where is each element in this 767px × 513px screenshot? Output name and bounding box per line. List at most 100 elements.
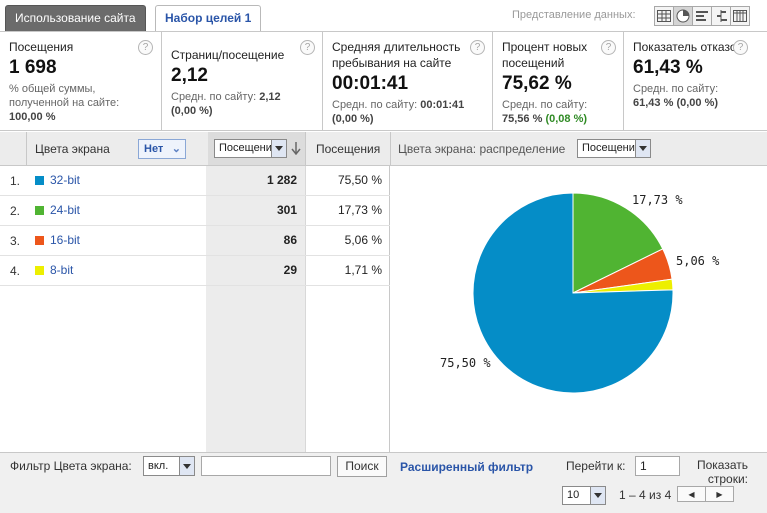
metric-sub-value: 2,12 [259,91,281,103]
metric-delta: (0,00 %) [676,97,719,109]
performance-view-icon[interactable] [692,6,712,26]
column-divider [26,132,27,165]
pie-metric-value: Посещения [582,142,641,154]
sort-column-header: Посещения [208,132,305,165]
row-visits: 86 [206,226,305,255]
prev-page-icon[interactable]: ◀ [677,486,706,502]
metric-avg-time: Средняя длительность пребывания на сайте… [322,32,492,131]
row-link[interactable]: 8-bit [50,263,74,277]
pie-metric-select[interactable]: Посещения [577,139,651,158]
tabs-bar: Использование сайта Набор целей 1 Предст… [0,0,767,32]
pie-header: Цвета экрана: распределение [398,142,566,156]
metric-value: 00:01:41 [332,73,409,94]
metrics-summary: Посещения 1 698 % общей суммы, полученно… [0,32,767,131]
comparison-view-icon[interactable] [711,6,731,26]
pie-data-label: 17,73 % [632,193,683,207]
pie-data-label: 75,50 % [440,356,491,370]
filter-label: Фильтр Цвета экрана: [10,459,132,473]
pie-slice-32-bit[interactable] [472,192,674,394]
metric-sub-value: 75,56 % [502,113,543,125]
metric-sub-label: Средн. по сайту: [502,99,588,111]
tab-goal-set-1[interactable]: Набор целей 1 [155,5,262,31]
help-icon[interactable]: ? [470,40,485,55]
help-icon[interactable]: ? [300,40,315,55]
sort-metric-value: Посещения [219,142,278,154]
chevron-down-icon: ⌄ [171,143,181,155]
metric-label: Посещения [9,40,74,54]
advanced-filter-link[interactable]: Расширенный фильтр [400,460,534,474]
metric-sub: Средн. по сайту: 75,56 % (0,08 %) [502,98,615,126]
tab-site-usage[interactable]: Использование сайта [5,5,146,31]
help-icon[interactable]: ? [733,40,748,55]
color-swatch [35,176,44,185]
view-switcher [654,6,750,26]
metric-value: 75,62 % [502,73,572,94]
sort-metric-select[interactable]: Посещения [214,139,287,158]
filter-input[interactable] [201,456,331,476]
secondary-dimension-button[interactable]: Нет ⌄ [138,139,186,159]
metric-sub-label: Средн. по сайту: [332,99,418,111]
table-row: 1. 32-bit 1 282 75,50 % [0,166,390,196]
row-number: 2. [10,204,21,218]
metric-bounce-rate: Показатель отказов 61,43 % Средн. по сай… [623,32,755,131]
table-header: Цвета экрана Нет ⌄ Посещения Посещения Ц… [0,132,767,166]
metric-label: Средняя длительность пребывания на сайте [332,40,461,70]
sort-column-fill [206,286,305,452]
pie-chart-area: 75,50 % 17,73 % 5,06 % [390,166,767,452]
row-link[interactable]: 32-bit [50,173,81,187]
dropdown-arrow-icon [271,140,286,157]
rows-per-page-select[interactable]: 10 [562,486,606,505]
pie-view-icon[interactable] [673,6,693,26]
metric-sub: Средн. по сайту: 00:01:41 (0,00 %) [332,98,484,126]
pie-data-label: 5,06 % [676,254,720,268]
metric-delta: (0,08 %) [545,113,588,125]
pie-slice-24-bit[interactable] [572,192,664,294]
row-visits: 301 [206,196,305,225]
search-button[interactable]: Поиск [337,456,387,477]
metric-sub-value: 00:01:41 [420,99,465,111]
goto-input[interactable]: 1 [635,456,680,476]
column-divider [390,132,391,165]
help-icon[interactable]: ? [601,40,616,55]
next-page-icon[interactable]: ▶ [705,486,734,502]
pie-chart: 75,50 % 17,73 % 5,06 % [440,192,720,394]
table-view-icon[interactable] [654,6,674,26]
row-link[interactable]: 16-bit [50,233,81,247]
metric-sub: % общей суммы, полученной на сайте: 100,… [9,82,153,124]
row-percent: 5,06 % [344,233,382,247]
metric-sub-label: % общей суммы, полученной на сайте: [9,83,120,109]
row-number: 1. [10,174,21,188]
table-footer: Фильтр Цвета экрана: вкл. Поиск Расширен… [0,452,767,513]
sort-arrow-icon[interactable] [291,142,301,155]
metric-sub-label: Средн. по сайту: [171,91,257,103]
metric-new-visits: Процент новых посещений 75,62 % Средн. п… [492,32,623,131]
pivot-view-icon[interactable] [730,6,750,26]
metric-value: 1 698 [9,57,57,78]
rows-label: Показать строки: [696,458,748,486]
row-percent: 1,71 % [344,263,382,277]
metric-delta: (0,00 %) [332,113,374,125]
metric-label: Процент новых посещений [502,40,588,70]
metric-sub-value: 100,00 % [9,111,56,123]
metric-value: 2,12 [171,65,208,86]
metric-delta: (0,00 %) [171,105,213,117]
row-number: 3. [10,234,21,248]
help-icon[interactable]: ? [138,40,153,55]
row-link[interactable]: 24-bit [50,203,81,217]
metric-pages-per-visit: Страниц/посещение 2,12 Средн. по сайту: … [161,32,322,131]
rows-per-page-value: 10 [567,489,580,501]
goto-label: Перейти к: [566,459,626,473]
filter-mode-select[interactable]: вкл. [143,456,195,476]
metric-sub: Средн. по сайту: 61,43 % (0,00 %) [633,82,747,110]
color-swatch [35,236,44,245]
column-divider [389,166,390,452]
filter-mode-value: вкл. [148,460,169,472]
metric-sub-label: Средн. по сайту: [633,83,719,95]
dimension-header[interactable]: Цвета экрана [35,142,110,156]
table-row: 4. 8-bit 29 1,71 % [0,256,390,286]
dropdown-arrow-icon [635,140,650,157]
table-row: 3. 16-bit 86 5,06 % [0,226,390,256]
column-divider [305,166,306,452]
metric-label: Показатель отказов [633,40,743,54]
visits-header[interactable]: Посещения [316,142,381,156]
